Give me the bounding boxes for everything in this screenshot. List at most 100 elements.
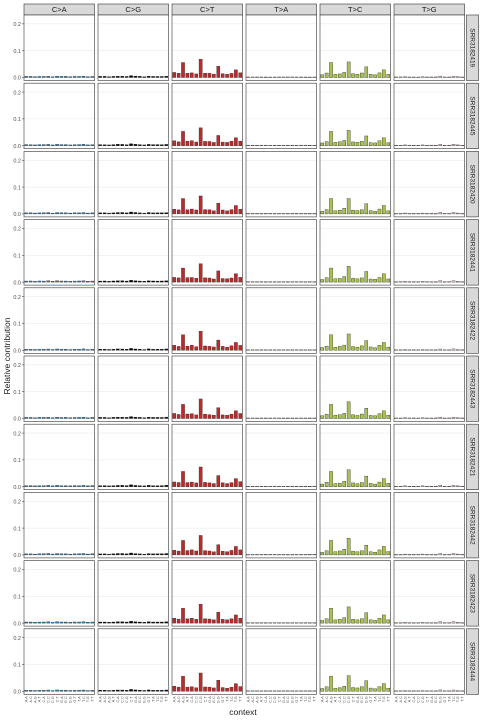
bar-C-T-C.C xyxy=(194,550,198,556)
bar-T-G-A.A xyxy=(394,281,398,283)
bar-T-C-G.C xyxy=(360,345,364,351)
x-tick-label: A.G xyxy=(403,696,407,703)
bar-C-G-G.C xyxy=(138,553,142,556)
bar-C-G-T.T xyxy=(164,144,169,146)
bar-T-G-T.T xyxy=(460,554,465,556)
bar-C-G-A.A xyxy=(98,349,102,351)
bar-C-G-C.G xyxy=(124,485,129,487)
bar-C-T-T.A xyxy=(225,619,229,624)
bar-T-G-T.A xyxy=(447,554,451,556)
bar-T-A-G.A xyxy=(281,690,286,692)
bar-T-A-C.C xyxy=(268,690,272,692)
bar-C-G-A.A xyxy=(98,621,102,624)
bar-C-A-T.C xyxy=(81,416,86,419)
x-tick-label: C.A xyxy=(264,696,268,703)
x-tick-label: T.T xyxy=(387,696,391,702)
bar-C-A-A.T xyxy=(37,690,42,692)
bar-C-T-G.T xyxy=(220,73,225,78)
bar-C-G-C.A xyxy=(116,689,120,692)
panel-background xyxy=(24,219,95,286)
bar-T-C-A.G xyxy=(329,62,333,78)
bar-C-A-C.C xyxy=(46,553,50,556)
bar-T-G-T.C xyxy=(451,621,456,624)
bar-T-G-C.T xyxy=(425,690,429,692)
bar-C-T-C.G xyxy=(198,535,203,556)
bar-T-G-G.G xyxy=(438,621,443,624)
bar-C-G-T.G xyxy=(160,280,164,283)
bar-T-A-T.T xyxy=(312,690,317,692)
bar-T-A-T.A xyxy=(299,349,303,351)
bar-T-G-G.A xyxy=(429,76,434,78)
bar-T-C-G.A xyxy=(355,551,360,556)
bar-T-A-G.T xyxy=(294,485,299,487)
bar-C-A-A.A xyxy=(24,553,28,556)
bar-T-A-A.C xyxy=(250,690,255,692)
bar-T-C-C.C xyxy=(342,208,346,215)
bar-C-A-T.C xyxy=(81,485,86,487)
bar-C-T-A.T xyxy=(185,618,190,624)
panel-border xyxy=(393,355,465,422)
bar-T-G-A.G xyxy=(403,485,407,487)
bar-T-G-G.A xyxy=(429,281,434,283)
bar-T-C-G.T xyxy=(368,142,373,146)
bar-T-C-C.G xyxy=(346,606,351,624)
bar-T-A-C.C xyxy=(268,349,272,351)
panel-background xyxy=(246,492,317,558)
x-tick-label: G.G xyxy=(69,696,73,703)
x-tick-label: C.C xyxy=(343,696,347,703)
bar-C-T-G.A xyxy=(207,277,212,283)
bar-T-G-C.A xyxy=(412,76,416,78)
x-tick-label: A.C xyxy=(325,696,329,703)
bar-T-A-A.G xyxy=(255,485,259,487)
bar-T-C-A.A xyxy=(320,688,324,692)
bar-T-G-C.A xyxy=(412,486,416,487)
y-tick-label: 0.1 xyxy=(13,117,21,123)
y-tick-label: 0.2 xyxy=(13,227,21,233)
bar-C-G-C.C xyxy=(120,348,124,351)
bar-T-C-A.T xyxy=(333,414,338,419)
bar-C-A-C.T xyxy=(55,485,59,487)
bar-C-A-A.T xyxy=(37,485,42,487)
facet-strip-label: T>A xyxy=(274,5,288,14)
bar-T-A-T.G xyxy=(308,622,312,624)
bar-T-G-T.C xyxy=(451,76,456,78)
bar-T-G-C.A xyxy=(412,349,416,351)
bar-C-G-G.A xyxy=(133,417,138,419)
bar-C-T-C.A xyxy=(190,72,194,78)
bar-C-T-A.T xyxy=(185,686,190,692)
bar-T-C-A.T xyxy=(333,687,338,692)
bar-T-G-G.A xyxy=(429,486,434,487)
panel-border xyxy=(23,14,95,81)
x-tick-label: G.T xyxy=(443,696,447,703)
bar-C-T-T.A xyxy=(225,687,229,692)
bar-C-G-T.T xyxy=(164,485,169,487)
bar-C-G-G.G xyxy=(142,485,147,487)
x-tick-label: A.C xyxy=(251,696,255,703)
bar-C-A-C.G xyxy=(50,76,55,78)
bar-C-G-G.G xyxy=(142,76,147,78)
bar-T-A-A.T xyxy=(259,554,264,556)
bar-T-C-A.A xyxy=(320,347,324,351)
bar-C-G-C.C xyxy=(120,76,124,78)
bar-T-A-A.C xyxy=(250,417,255,419)
panel-border xyxy=(319,219,391,286)
bar-C-G-C.G xyxy=(124,76,129,78)
bar-T-A-G.G xyxy=(290,417,295,419)
bar-C-G-A.C xyxy=(102,417,107,419)
bar-T-A-T.A xyxy=(299,622,303,624)
bar-T-A-G.C xyxy=(286,554,290,556)
bar-T-C-C.A xyxy=(338,687,342,692)
x-tick-label: T.G xyxy=(86,696,90,702)
bar-T-G-G.T xyxy=(442,417,447,419)
bar-T-G-G.T xyxy=(442,622,447,624)
x-tick-label: A.T xyxy=(112,696,116,703)
bar-C-T-A.T xyxy=(185,550,190,556)
bar-T-C-A.T xyxy=(333,74,338,78)
y-tick-label: 0.1 xyxy=(13,49,21,55)
bar-T-C-T.T xyxy=(386,278,391,283)
bar-T-G-T.A xyxy=(447,76,451,78)
bar-C-A-C.G xyxy=(50,622,55,624)
bar-C-G-T.C xyxy=(155,485,160,487)
sample-strip xyxy=(466,151,479,218)
bar-C-T-C.A xyxy=(190,686,194,692)
